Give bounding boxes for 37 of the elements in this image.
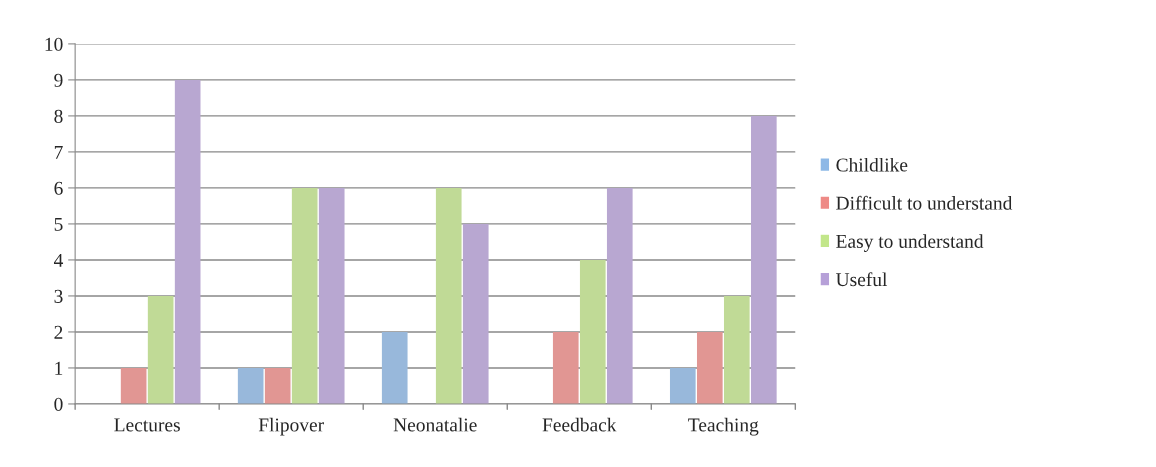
y-tick-label: 4 [53,253,64,267]
bar [552,331,579,404]
y-tick-label: 1 [55,361,63,375]
bar [435,187,462,404]
bar [606,187,633,404]
bar [237,367,264,404]
x-tick-label: Lectures [114,418,180,432]
x-tick-label: Neonatalie [393,417,477,432]
bar [696,331,723,404]
legend-label: Difficult to understand [836,195,1013,210]
y-tick-label: 7 [54,145,63,159]
y-tick-label: 10 [45,37,63,51]
bar [462,223,489,404]
y-tick-label: 9 [54,73,63,87]
bar [174,79,201,404]
y-tick-label: 6 [54,181,63,195]
bar [381,331,408,404]
bar [669,367,696,404]
bar [147,295,174,404]
bar [723,295,750,404]
bar [750,115,777,404]
y-tick-label: 2 [54,325,63,339]
y-tick-label: 8 [54,109,63,123]
bar [579,259,606,404]
x-tick-label: Flipover [258,417,324,436]
bar [318,187,345,404]
y-tick-label: 5 [54,217,63,231]
legend-label: Childlike [836,157,908,172]
legend-label: Easy to understand [836,234,984,252]
y-tick-label: 3 [54,289,63,303]
y-tick-label: 0 [54,397,63,411]
bar [291,187,318,404]
x-tick-label: Feedback [542,417,617,432]
x-tick-label: Teaching [688,417,759,436]
legend-label: Useful [835,272,888,287]
bar [120,367,147,404]
bar [264,367,291,404]
